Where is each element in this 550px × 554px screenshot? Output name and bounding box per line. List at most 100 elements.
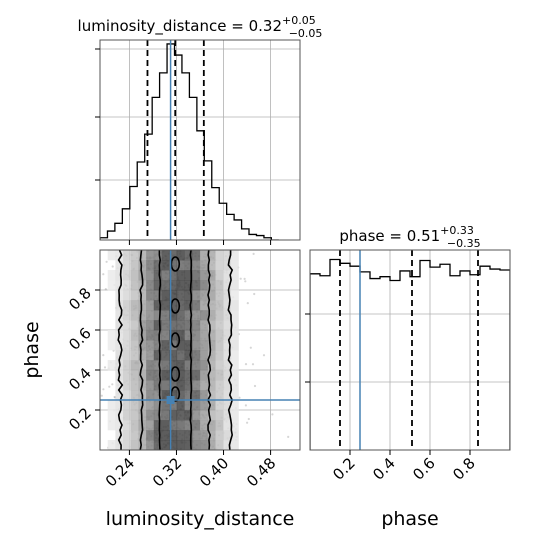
density-cell xyxy=(200,260,208,271)
scatter-point xyxy=(90,366,92,368)
density-cell xyxy=(176,430,185,441)
density-cell xyxy=(207,440,216,450)
density-cell xyxy=(130,320,139,331)
x-tick-label-2: 0.40 xyxy=(196,454,232,490)
density-cell xyxy=(176,270,185,281)
density-cell xyxy=(138,350,147,361)
density-cell xyxy=(107,420,116,431)
density-cell xyxy=(192,360,201,371)
scatter-point xyxy=(100,394,103,397)
density-cell xyxy=(223,260,232,271)
density-cell xyxy=(138,290,147,301)
density-cell xyxy=(200,300,208,311)
density-cell xyxy=(230,410,239,421)
density-cell xyxy=(130,330,139,341)
density-cell xyxy=(146,270,155,281)
scatter-point xyxy=(102,388,105,391)
density-cell xyxy=(153,400,162,411)
density-cell xyxy=(215,370,224,381)
density-cell xyxy=(115,320,124,331)
density-cell xyxy=(215,280,224,291)
contour-line-1 xyxy=(139,250,144,450)
density-cell xyxy=(215,290,224,301)
y-tick-label-3: 0.8 xyxy=(65,284,95,314)
density-cell xyxy=(130,350,139,361)
density-cell xyxy=(184,320,193,331)
density-cell xyxy=(146,320,155,331)
density-cell xyxy=(146,400,155,411)
contour-lines xyxy=(117,250,234,450)
density-cell xyxy=(153,280,162,291)
density-cell xyxy=(184,290,193,301)
density-cell xyxy=(123,250,132,261)
density-cell xyxy=(107,250,116,261)
density-cell xyxy=(192,320,201,331)
density-cell xyxy=(200,380,208,391)
density-cell xyxy=(223,400,232,411)
density-cell xyxy=(107,270,116,281)
density-cell xyxy=(130,260,139,271)
density-cell xyxy=(223,330,232,341)
density-cell xyxy=(138,310,147,321)
scatter-point xyxy=(102,354,105,357)
density-cell xyxy=(215,250,224,261)
density-cell xyxy=(138,330,147,341)
density-cell xyxy=(146,390,155,401)
density-cell xyxy=(215,380,224,391)
density-cell xyxy=(123,270,132,281)
density-cell xyxy=(161,370,170,381)
density-cell xyxy=(230,260,239,271)
density-cell xyxy=(146,260,155,271)
density-cell xyxy=(161,340,170,351)
contour-line-0 xyxy=(117,250,124,450)
density-cell xyxy=(130,430,139,441)
density-cell xyxy=(223,310,232,321)
density-cell xyxy=(200,290,208,301)
density-cell xyxy=(176,280,185,291)
density-cell xyxy=(146,330,155,341)
density-cell xyxy=(176,380,185,391)
quantile-lines xyxy=(339,250,479,450)
density-cell xyxy=(215,400,224,411)
density-cell xyxy=(123,420,132,431)
density-cell xyxy=(207,330,216,341)
density-cell xyxy=(215,300,224,311)
scatter-point xyxy=(102,273,105,276)
density-cell xyxy=(153,370,162,381)
density-cell xyxy=(130,300,139,311)
density-cell xyxy=(184,270,193,281)
density-cell xyxy=(146,380,155,391)
density-cell xyxy=(184,250,193,261)
density-cell xyxy=(192,400,201,411)
density-cell xyxy=(107,400,116,411)
density-cell xyxy=(192,250,201,261)
density-cell xyxy=(153,390,162,401)
x-tick-label-2: 0.6 xyxy=(409,454,439,484)
quantile-lines xyxy=(146,40,205,240)
scatter-point xyxy=(246,302,249,305)
scatter-point xyxy=(253,292,256,296)
density-cell xyxy=(161,320,170,331)
density-cell xyxy=(123,330,132,341)
density-cell xyxy=(123,310,132,321)
scatter-point xyxy=(253,384,257,388)
density-cell xyxy=(200,420,208,431)
density-cell xyxy=(230,380,239,391)
density-cell xyxy=(207,320,216,331)
density-cell xyxy=(123,380,132,391)
density-cell xyxy=(176,320,185,331)
density-cell xyxy=(200,320,208,331)
density-cell xyxy=(146,410,155,421)
density-cell xyxy=(130,270,139,281)
density-cell xyxy=(184,430,193,441)
density-cell xyxy=(153,300,162,311)
density-cell xyxy=(153,380,162,391)
density-cell xyxy=(153,350,162,361)
density-cell xyxy=(215,340,224,351)
density-cell xyxy=(176,440,185,450)
density-cell xyxy=(123,260,132,271)
contour-line-2 xyxy=(158,250,162,450)
scatter-point xyxy=(85,265,87,267)
density-cell xyxy=(207,350,216,361)
density-cell xyxy=(130,390,139,401)
